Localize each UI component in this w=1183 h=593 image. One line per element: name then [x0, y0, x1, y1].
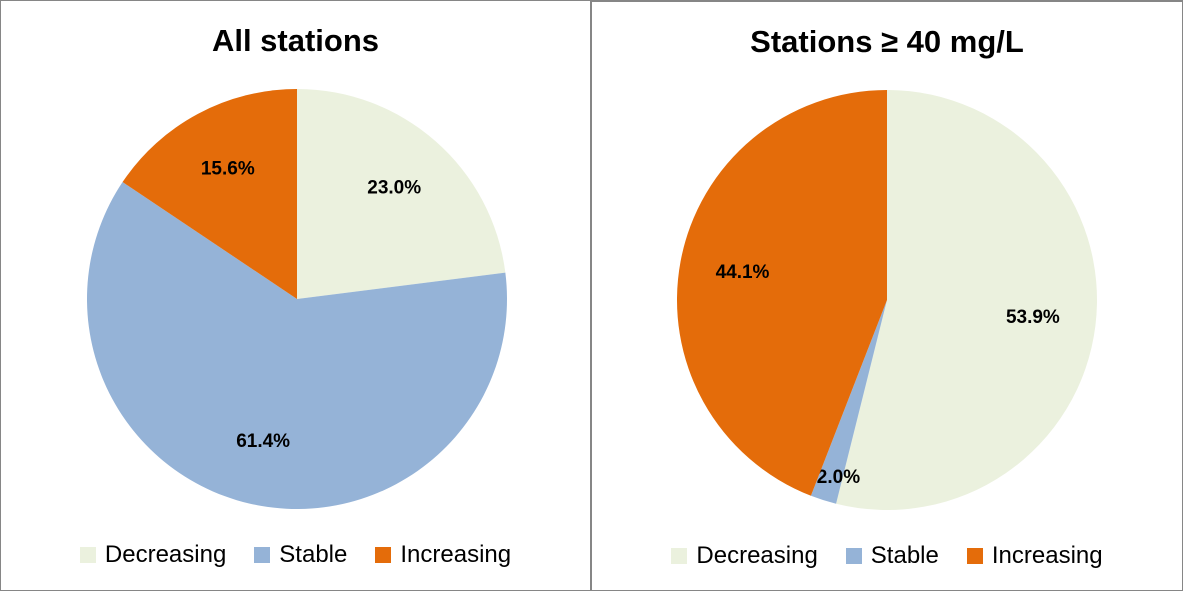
legend-label: Decreasing	[696, 542, 818, 569]
legend-swatch	[966, 548, 983, 564]
legend-item-increasing: Increasing	[966, 542, 1103, 570]
legend: Decreasing Stable Increasing	[592, 542, 1182, 570]
pie-svg: 23.0% 61.4% 15.6%	[86, 88, 507, 510]
pie-slice-stable	[86, 182, 507, 510]
legend-item-decreasing: Decreasing	[671, 542, 818, 570]
legend-label: Increasing	[400, 541, 512, 568]
legend-label: Stable	[279, 541, 348, 568]
pie-chart-all-stations: All stations 23.0% 61.4% 15.6% Decreasing …	[0, 0, 592, 591]
legend-swatch	[671, 548, 688, 564]
data-label: 15.6%	[201, 158, 255, 179]
data-label: 23.0%	[367, 178, 421, 199]
pie-slice-increasing	[122, 88, 297, 299]
legend-swatch	[845, 548, 862, 564]
pie-slice-decreasing	[297, 89, 506, 299]
legend-label: Increasing	[991, 542, 1103, 569]
legend-swatch	[79, 547, 96, 563]
data-label: 61.4%	[236, 431, 290, 452]
legend-item-stable: Stable	[254, 541, 347, 569]
legend-swatch	[254, 547, 271, 563]
pie-slice-increasing	[677, 90, 887, 496]
legend-label: Decreasing	[104, 541, 227, 568]
data-label: 53.9%	[1006, 307, 1060, 328]
pie-chart-stations-over-40: Stations ≥ 40 mg/L 53.9% 2.0% 44.1% Decrea…	[592, 0, 1183, 591]
pie-slice-stable	[810, 300, 887, 504]
data-label: 2.0%	[817, 467, 860, 488]
data-label: 44.1%	[716, 262, 770, 283]
legend-label: Stable	[870, 542, 939, 569]
pie-svg: 53.9% 2.0% 44.1%	[677, 90, 1097, 510]
legend-item-stable: Stable	[845, 542, 939, 570]
pie-slice-decreasing	[836, 90, 1097, 510]
legend-item-decreasing: Decreasing	[79, 541, 227, 569]
chart-title: All stations	[211, 23, 380, 58]
legend-item-increasing: Increasing	[375, 541, 511, 569]
chart-title: Stations ≥ 40 mg/L	[750, 24, 1024, 59]
legend: Decreasing Stable Increasing	[1, 541, 590, 569]
legend-swatch	[375, 547, 392, 563]
